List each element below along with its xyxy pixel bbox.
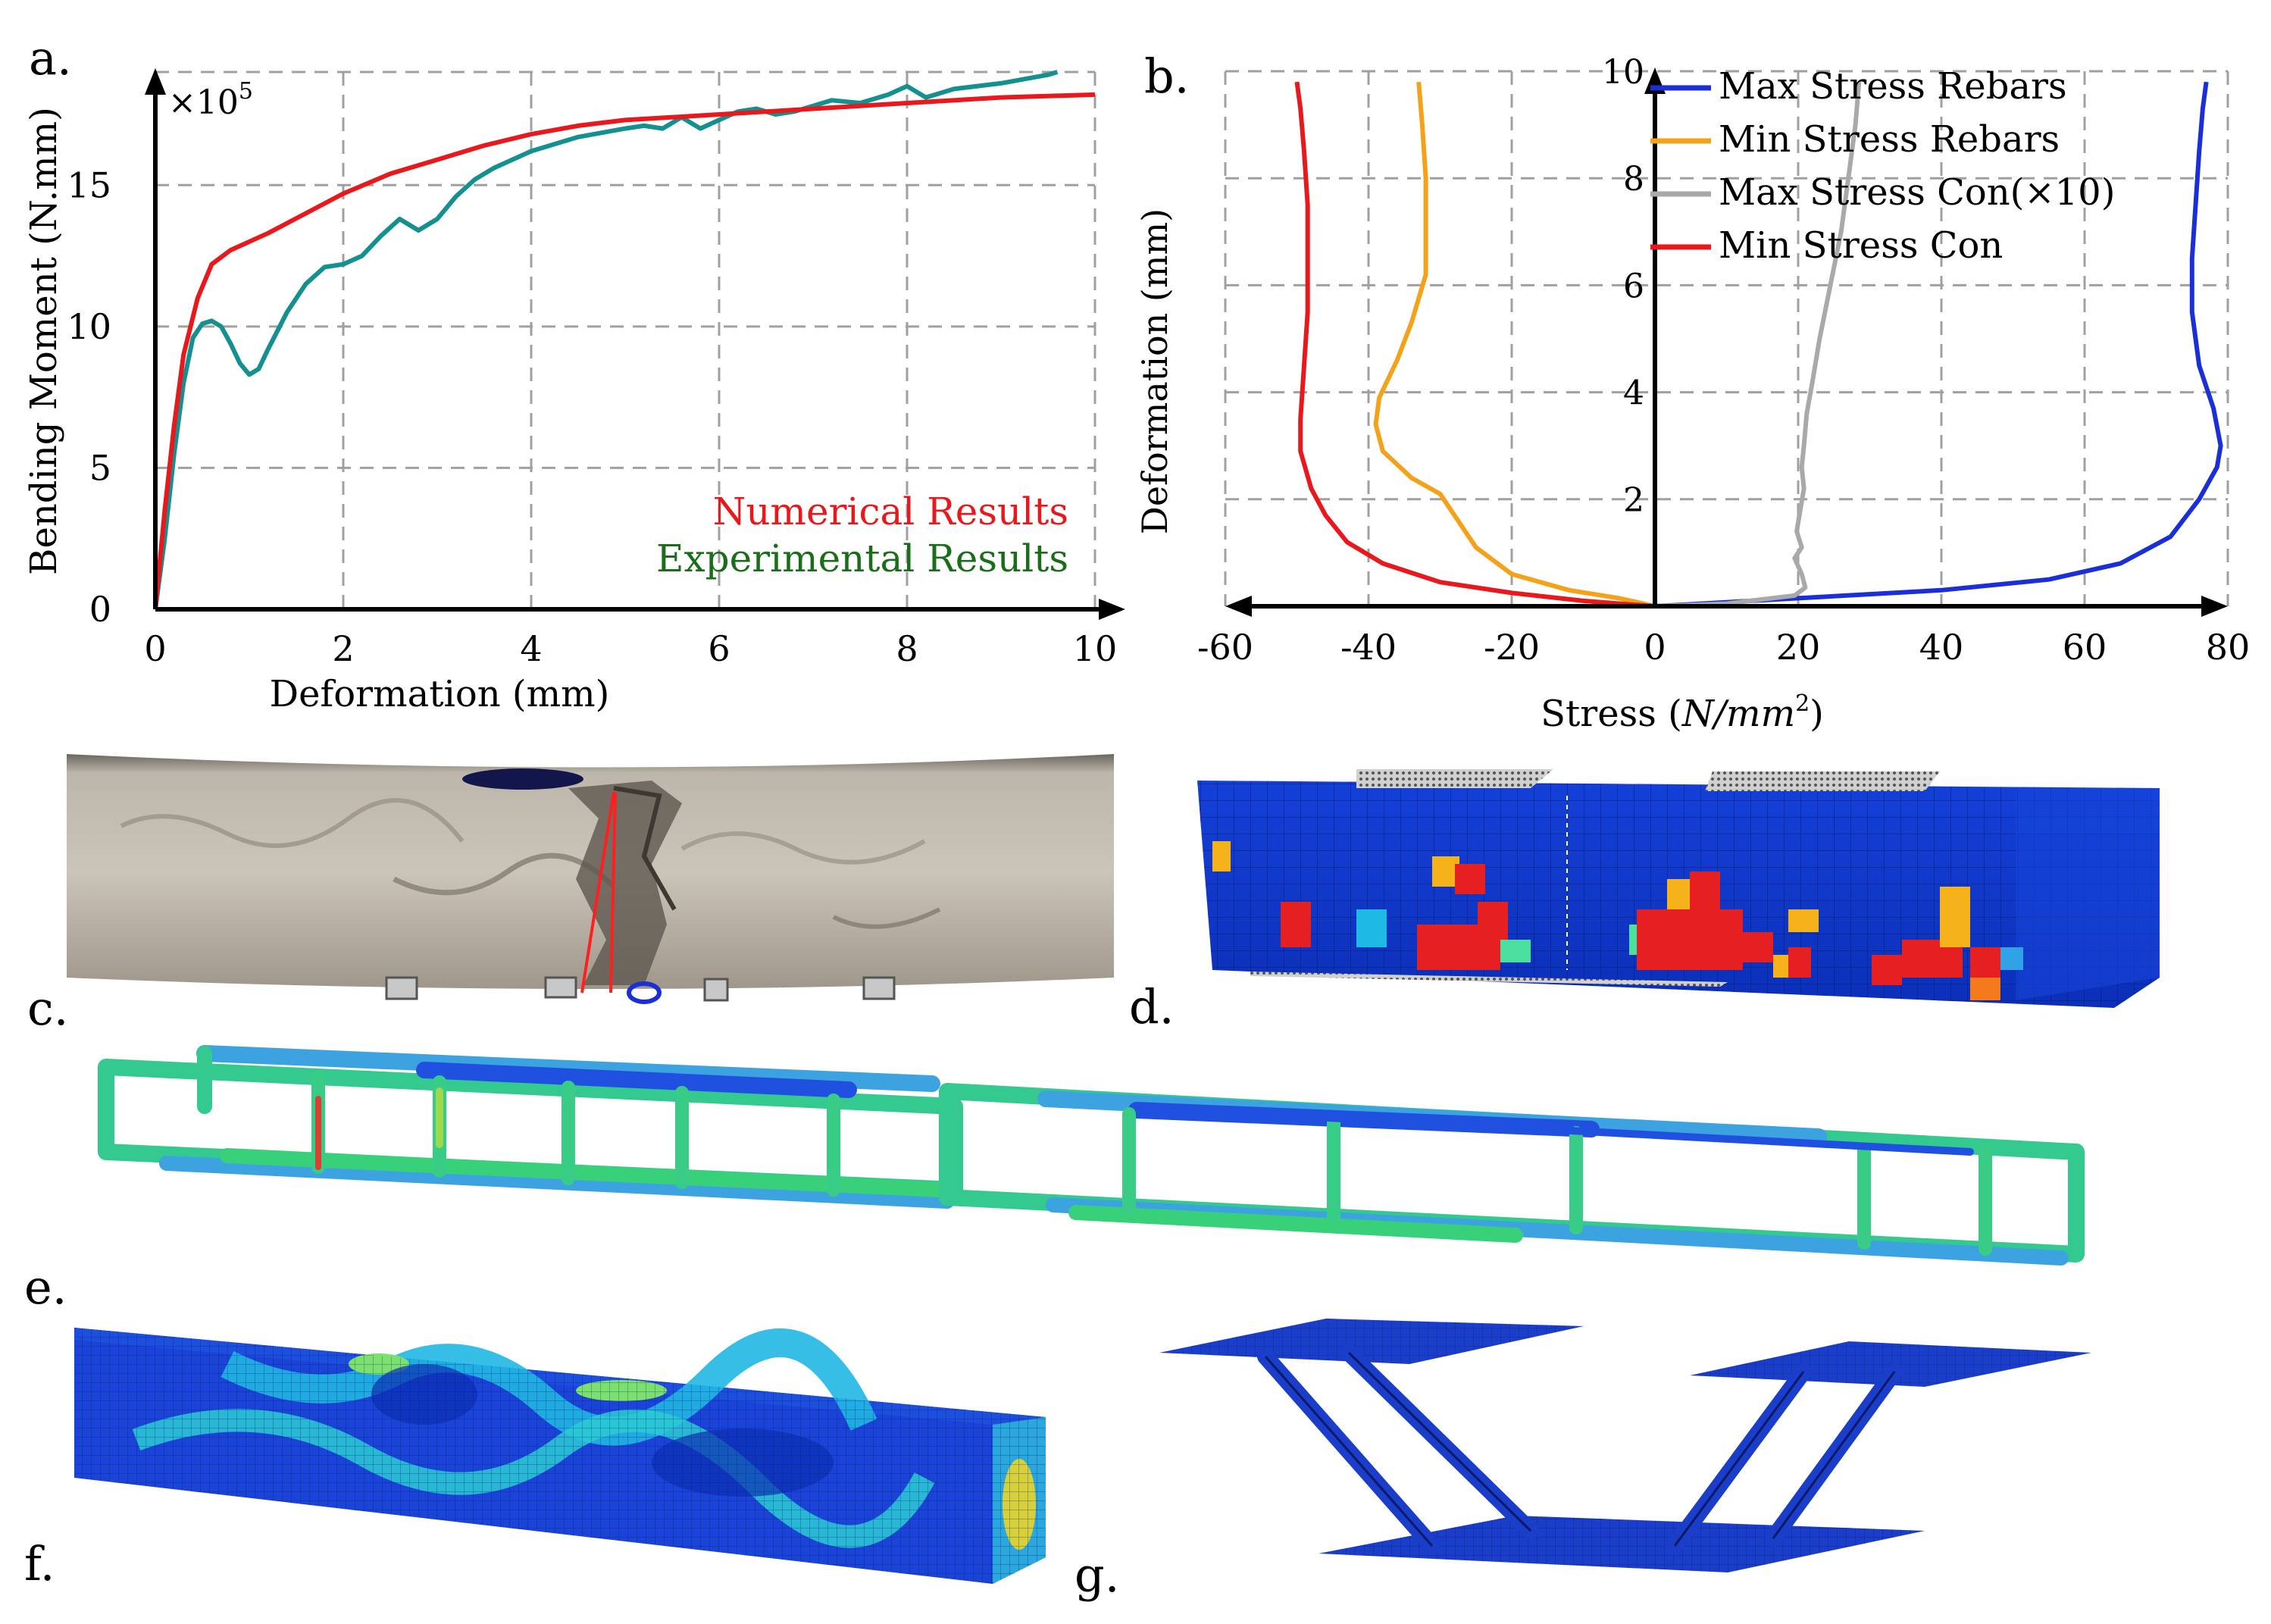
chart-a-scale-note: ×105 <box>168 78 253 122</box>
chart-b-ytick-label: 8 <box>1623 160 1644 199</box>
chart-b-xtick-label: 80 <box>2206 627 2251 668</box>
legend-experimental-results: Experimental Results <box>656 537 1068 580</box>
chart-b-xtick-label: 60 <box>2063 627 2107 668</box>
chart-a-series-experimental-results <box>153 70 1059 610</box>
panel-label-a: a. <box>29 30 72 86</box>
chart-b-ytick-label: 2 <box>1623 481 1644 520</box>
chart-b-series-max-stress-rebars <box>1654 81 2223 609</box>
chart-b-xtick-label: 0 <box>1644 627 1666 668</box>
panel-label-e: e. <box>24 1259 67 1315</box>
chart-b-xtick-label: 20 <box>1776 627 1821 668</box>
chart-b-series-min-stress-rebars <box>1373 81 1656 609</box>
chart-a-series <box>153 70 1096 610</box>
chart-b-series <box>1294 81 2223 609</box>
chart-b-series-min-stress-con <box>1294 81 1656 609</box>
chart-b-ylabel: Deformation (mm) <box>1134 208 1175 534</box>
chart-b-series-max-stress-con-10- <box>1654 81 1862 609</box>
chart-b-ytick-label: 6 <box>1623 267 1644 305</box>
panel-label-f: f. <box>24 1536 55 1591</box>
chart-a-ytick-label: 10 <box>67 306 111 347</box>
fea-concrete-damage-block <box>1197 769 2160 1008</box>
chart-b-ticks: -60 -40 -20 0 20 40 60 80 2 4 6 8 10 <box>1197 53 2250 668</box>
panel-label-c: c. <box>27 981 68 1036</box>
chart-b-xtick-label: -60 <box>1197 627 1253 668</box>
chart-b-stress-deformation: -60 -40 -20 0 20 40 60 80 2 4 6 8 10 Max Stress Reba… <box>1197 53 2250 668</box>
chart-a-grid <box>155 70 1096 609</box>
chart-b-ytick-label: 10 <box>1602 53 1644 92</box>
fea-support-plates <box>1159 1319 2091 1572</box>
chart-a-axes <box>145 68 1125 620</box>
panel-label-g: g. <box>1075 1547 1119 1603</box>
chart-b-ytick-label: 4 <box>1623 374 1644 413</box>
chart-b-xlabel: Stress (N/mm2) <box>1541 690 1824 735</box>
photo-cracked-beam <box>67 754 1114 1004</box>
chart-a-ytick-label: 0 <box>89 589 111 630</box>
chart-b-legend-label: Max Stress Rebars <box>1719 65 2067 108</box>
chart-a-series-numerical-results <box>153 92 1096 610</box>
chart-a-xtick-label: 4 <box>520 628 542 669</box>
chart-a-y-arrow <box>145 68 166 95</box>
chart-b-grid <box>1224 70 2229 606</box>
damage-zone-right <box>1788 887 2023 1000</box>
chart-a-xtick-label: 8 <box>896 628 918 669</box>
chart-b-xtick-label: 40 <box>1919 627 1964 668</box>
chart-a-ylabel: Bending Moment (N.mm) <box>23 107 65 575</box>
fea-rebar-cage <box>98 1045 2085 1266</box>
chart-b-x-arrow-right <box>2201 596 2228 617</box>
legend-numerical-results: Numerical Results <box>713 490 1068 534</box>
chart-a-xtick-label: 10 <box>1073 628 1118 669</box>
chart-b-xtick-label: -40 <box>1340 627 1397 668</box>
chart-a-bending-moment: 0 2 4 6 8 10 0 5 10 15 <box>67 68 1125 669</box>
panel-label-d: d. <box>1129 979 1174 1034</box>
chart-a-xtick-label: 2 <box>332 628 354 669</box>
panel-label-b: b. <box>1144 49 1189 104</box>
chart-b-x-arrow-left <box>1225 596 1252 617</box>
damage-zone-left <box>1212 841 1531 970</box>
chart-a-x-arrow <box>1099 599 1125 620</box>
fea-beam-stress-contour <box>74 1328 1046 1584</box>
chart-b-legend: Max Stress Rebars Min Stress Rebars Max St… <box>1650 65 2115 267</box>
chart-b-legend-label: Min Stress Con <box>1719 224 2003 267</box>
chart-b-legend-label: Min Stress Rebars <box>1719 118 2060 161</box>
chart-b-xtick-label: -20 <box>1484 627 1540 668</box>
chart-a-ytick-label: 5 <box>89 447 111 488</box>
chart-a-xtick-label: 6 <box>708 628 730 669</box>
chart-a-ytick-label: 15 <box>67 164 111 205</box>
chart-a-ticks: 0 2 4 6 8 10 0 5 10 15 <box>67 164 1117 669</box>
chart-b-legend-label: Max Stress Con(×10) <box>1719 171 2115 214</box>
chart-a-xlabel: Deformation (mm) <box>270 673 610 715</box>
chart-a-xtick-label: 0 <box>144 628 166 669</box>
